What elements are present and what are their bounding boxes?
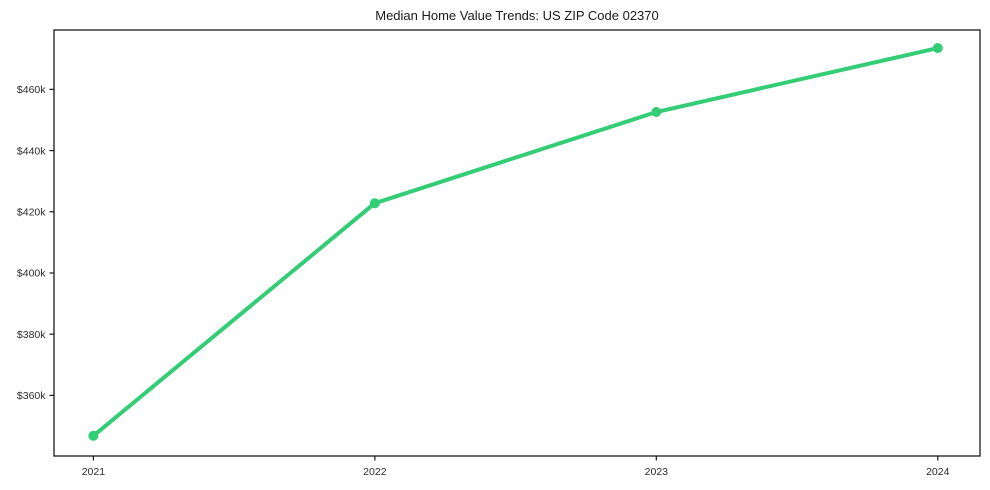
data-point-marker bbox=[369, 198, 380, 209]
x-axis-tick-label: 2021 bbox=[82, 466, 106, 478]
x-axis-tick-label: 2023 bbox=[645, 466, 669, 478]
y-axis-tick-label: $400k bbox=[17, 268, 46, 280]
y-axis-tick-label: $360k bbox=[17, 390, 46, 402]
plot-area-border bbox=[53, 29, 981, 457]
x-axis-tick-label: 2024 bbox=[926, 466, 950, 478]
chart-title: Median Home Value Trends: US ZIP Code 02… bbox=[375, 8, 659, 23]
data-point-marker bbox=[651, 107, 662, 118]
x-axis-tick-label: 2022 bbox=[363, 466, 387, 478]
y-axis-tick-label: $460k bbox=[17, 84, 46, 96]
y-axis-tick-label: $380k bbox=[17, 329, 46, 341]
y-axis-tick-label: $440k bbox=[17, 145, 46, 157]
data-point-marker bbox=[932, 43, 943, 54]
trend-line bbox=[91, 46, 940, 438]
y-axis-tick-label: $420k bbox=[17, 206, 46, 218]
data-point-marker bbox=[88, 430, 99, 441]
